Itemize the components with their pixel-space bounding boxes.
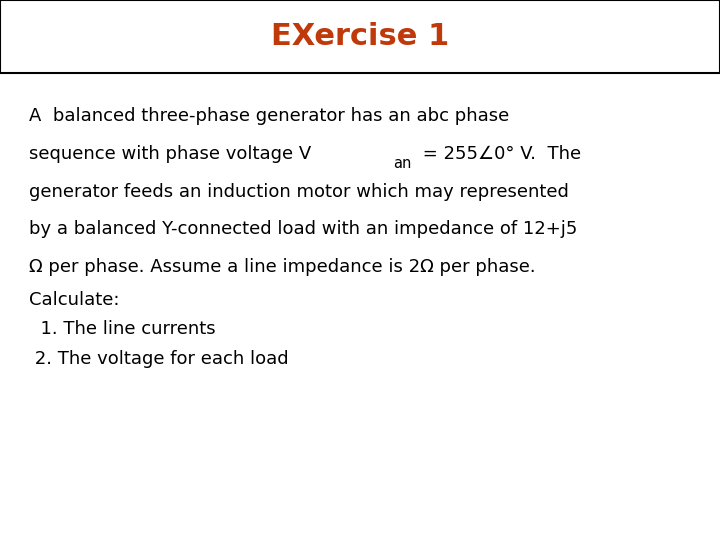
Text: generator feeds an induction motor which may represented: generator feeds an induction motor which… [29, 183, 569, 201]
Text: = 255∠0° V.  The: = 255∠0° V. The [417, 145, 581, 163]
Text: Calculate:: Calculate: [29, 291, 120, 309]
Text: 1. The line currents: 1. The line currents [29, 320, 215, 339]
Text: Ω per phase. Assume a line impedance is 2Ω per phase.: Ω per phase. Assume a line impedance is … [29, 258, 536, 276]
Text: by a balanced Y-connected load with an impedance of 12+j5: by a balanced Y-connected load with an i… [29, 220, 577, 239]
Text: EXercise 1: EXercise 1 [271, 22, 449, 51]
FancyBboxPatch shape [0, 0, 720, 73]
Text: A  balanced three-phase generator has an abc phase: A balanced three-phase generator has an … [29, 107, 509, 125]
Text: an: an [393, 156, 411, 171]
Text: sequence with phase voltage V: sequence with phase voltage V [29, 145, 311, 163]
Text: 2. The voltage for each load: 2. The voltage for each load [29, 350, 289, 368]
